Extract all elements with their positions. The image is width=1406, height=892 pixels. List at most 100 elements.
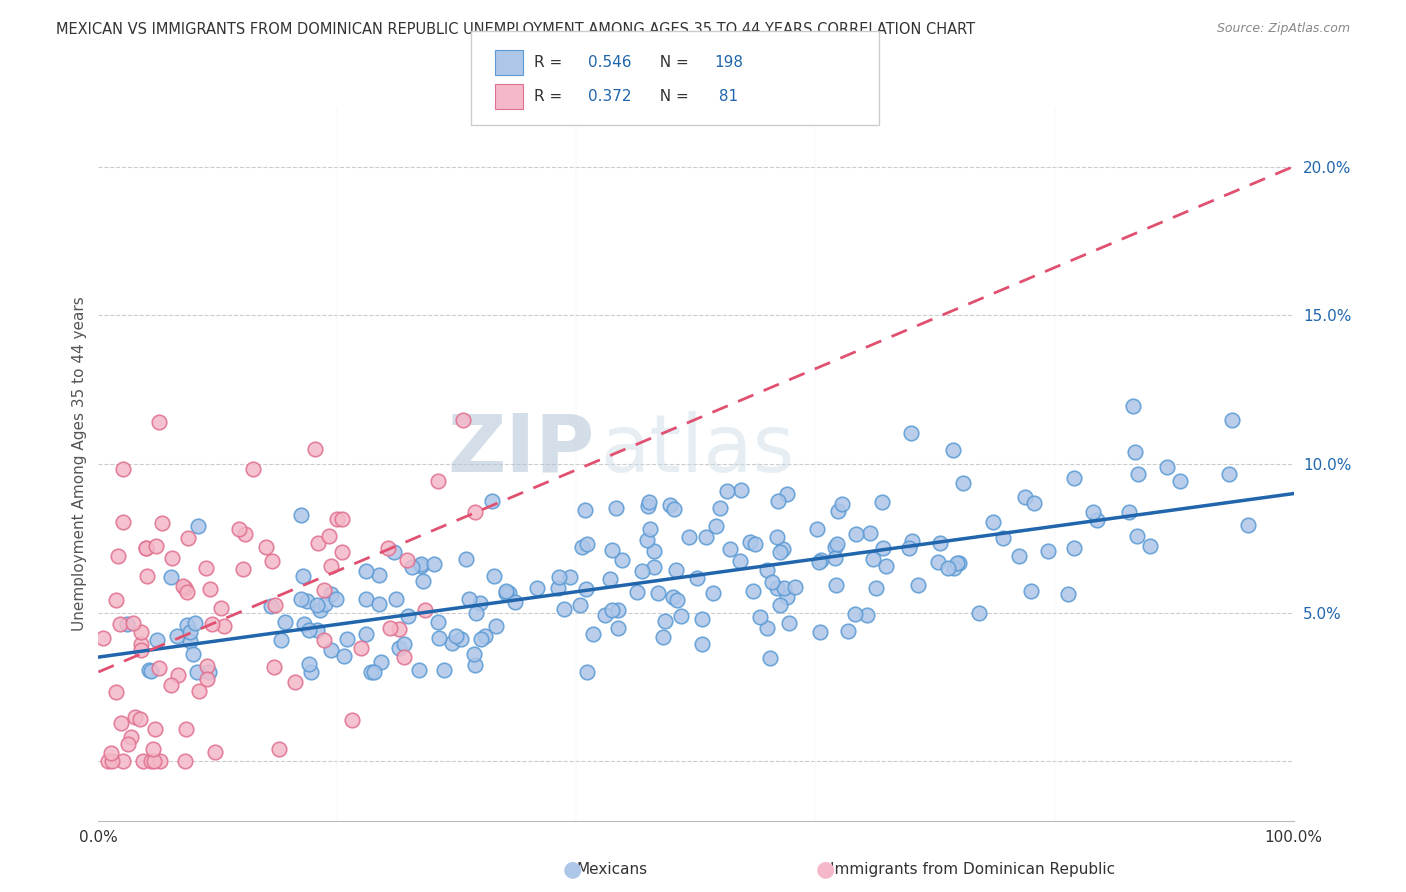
- Point: [377, 541, 399, 555]
- Point: [1014, 490, 1036, 504]
- Point: [173, 581, 195, 595]
- Point: [269, 741, 291, 756]
- Point: [776, 487, 799, 501]
- Point: [121, 615, 143, 630]
- Point: [664, 502, 686, 516]
- Point: [481, 493, 503, 508]
- Point: [1125, 445, 1147, 459]
- Point: [582, 627, 605, 641]
- Point: [307, 535, 329, 549]
- Point: [1218, 467, 1240, 482]
- Point: [607, 603, 630, 617]
- Point: [599, 572, 621, 586]
- Point: [325, 591, 347, 606]
- Point: [117, 737, 139, 751]
- Text: 0.546: 0.546: [588, 55, 631, 70]
- Point: [831, 497, 853, 511]
- Point: [685, 571, 707, 585]
- Point: [179, 624, 201, 639]
- Point: [382, 545, 405, 559]
- Point: [356, 627, 378, 641]
- Point: [718, 541, 741, 556]
- Point: [654, 614, 676, 628]
- Point: [952, 475, 974, 490]
- Point: [470, 632, 492, 646]
- Point: [112, 462, 135, 476]
- Point: [290, 591, 312, 606]
- Point: [638, 494, 661, 508]
- Point: [1063, 470, 1085, 484]
- Point: [166, 629, 188, 643]
- Point: [330, 545, 353, 559]
- Point: [433, 663, 456, 677]
- Point: [360, 665, 382, 679]
- Point: [131, 625, 153, 640]
- Point: [870, 494, 893, 508]
- Point: [396, 609, 419, 624]
- Point: [232, 562, 254, 576]
- Point: [304, 442, 326, 456]
- Point: [198, 582, 221, 597]
- Point: [368, 567, 391, 582]
- Point: [314, 632, 336, 647]
- Point: [769, 598, 792, 612]
- Point: [426, 615, 449, 629]
- Point: [401, 560, 423, 574]
- Point: [1081, 505, 1104, 519]
- Point: [671, 608, 693, 623]
- Point: [145, 539, 167, 553]
- Point: [568, 598, 591, 612]
- Point: [319, 587, 342, 601]
- Point: [942, 561, 965, 575]
- Point: [142, 754, 165, 768]
- Point: [412, 574, 434, 589]
- Text: Mexicans: Mexicans: [576, 863, 648, 877]
- Point: [97, 754, 120, 768]
- Point: [451, 413, 474, 427]
- Point: [547, 581, 569, 595]
- Point: [179, 633, 201, 648]
- Point: [292, 616, 315, 631]
- Point: [967, 606, 990, 620]
- Point: [148, 661, 170, 675]
- Point: [392, 650, 415, 665]
- Point: [107, 549, 129, 563]
- Point: [458, 591, 481, 606]
- Point: [600, 603, 623, 617]
- Point: [872, 541, 894, 556]
- Text: 0.372: 0.372: [588, 89, 631, 104]
- Point: [330, 512, 353, 526]
- Point: [865, 581, 887, 595]
- Point: [808, 555, 831, 569]
- Point: [195, 659, 218, 673]
- Text: Immigrants from Dominican Republic: Immigrants from Dominican Republic: [830, 863, 1115, 877]
- Point: [136, 569, 159, 583]
- Point: [859, 526, 882, 541]
- Point: [104, 592, 127, 607]
- Point: [575, 582, 598, 596]
- Text: R =: R =: [534, 89, 568, 104]
- Point: [242, 462, 264, 476]
- Point: [1085, 513, 1108, 527]
- Point: [855, 607, 877, 622]
- Point: [260, 554, 283, 568]
- Point: [638, 522, 661, 536]
- Point: [1139, 539, 1161, 553]
- Point: [742, 583, 765, 598]
- Point: [195, 672, 218, 686]
- Text: MEXICAN VS IMMIGRANTS FROM DOMINICAN REPUBLIC UNEMPLOYMENT AMONG AGES 35 TO 44 Y: MEXICAN VS IMMIGRANTS FROM DOMINICAN REP…: [56, 22, 976, 37]
- Point: [907, 578, 929, 592]
- Point: [354, 564, 377, 578]
- Point: [388, 622, 411, 636]
- Point: [768, 493, 790, 508]
- Text: ●: ●: [562, 860, 582, 880]
- Point: [254, 541, 277, 555]
- Point: [503, 595, 526, 609]
- Point: [927, 555, 949, 569]
- Point: [607, 621, 630, 635]
- Point: [900, 426, 922, 441]
- Point: [695, 530, 717, 544]
- Point: [129, 712, 152, 726]
- Point: [463, 647, 485, 661]
- Point: [766, 581, 789, 595]
